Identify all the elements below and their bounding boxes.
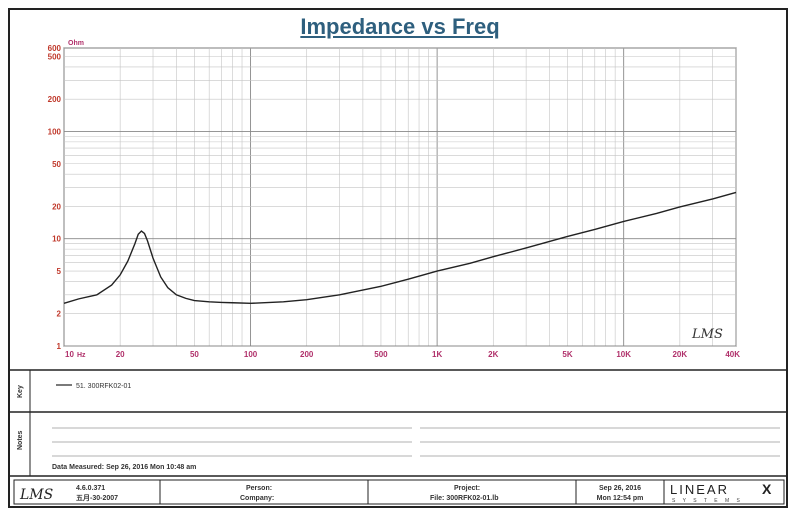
x-tick-label: 40K	[725, 350, 740, 359]
report-frame	[8, 8, 788, 508]
x-tick-label: 200	[300, 350, 314, 359]
watermark-logo: LMS	[691, 327, 723, 342]
x-axis-ticks: 10 20 50 100 200 500 1K 2K 5K 10K 20K 40K	[65, 350, 740, 359]
data-measured-text: Data Measured: Sep 26, 2016 Mon 10:48 am	[52, 464, 196, 471]
x-tick-label: 5K	[562, 350, 572, 359]
plot-area	[63, 47, 737, 347]
x-tick-label: 500	[374, 350, 388, 359]
y-tick-label: 2	[57, 310, 62, 319]
y-tick-label: 200	[48, 95, 62, 104]
x-tick-label: 50	[190, 350, 199, 359]
x-axis-unit: Hz	[77, 352, 86, 359]
footer-version: 4.6.0.371	[76, 485, 105, 492]
footer-brand: LINEAR	[670, 482, 729, 497]
footer-lms-logo: LMS	[19, 487, 53, 503]
x-tick-label: 10	[65, 350, 74, 359]
x-tick-label: 20K	[672, 350, 687, 359]
footer-build-date: 五月-30-2007	[76, 494, 118, 502]
footer-brand-sub: S Y S T E M S	[672, 498, 743, 504]
x-tick-label: 100	[244, 350, 258, 359]
x-tick-label: 20	[116, 350, 125, 359]
footer-date: Sep 26, 2016	[599, 485, 641, 492]
y-tick-label: 5	[57, 267, 62, 276]
impedance-curve	[63, 191, 737, 305]
footer-project-label: Project:	[454, 485, 480, 492]
y-tick-label: 1	[57, 342, 62, 351]
notes-panel-label: Notes	[17, 430, 24, 450]
footer-person-label: Person:	[246, 485, 272, 492]
footer-brand-cell	[663, 479, 785, 505]
y-tick-label: 600	[48, 44, 62, 53]
footer-brand-x: X	[762, 481, 772, 497]
footer-time: Mon 12:54 pm	[597, 495, 644, 502]
y-axis-unit: Ohm	[68, 40, 84, 47]
y-tick-label: 500	[48, 52, 62, 61]
y-tick-label: 20	[52, 202, 61, 211]
x-tick-label: 10K	[616, 350, 631, 359]
x-tick-label: 1K	[432, 350, 442, 359]
legend-entry: 51. 300RFK02-01	[76, 383, 131, 390]
notes-lines	[52, 427, 780, 457]
chart-grid	[63, 47, 737, 347]
footer-company-label: Company:	[240, 495, 274, 502]
y-tick-label: 50	[52, 160, 61, 169]
footer-file-label: File: 300RFK02-01.lb	[430, 495, 498, 502]
key-panel-label: Key	[17, 385, 24, 398]
y-tick-label: 100	[48, 127, 62, 136]
chart-title: Impedance vs Freq	[300, 14, 500, 39]
y-tick-label: 10	[52, 235, 61, 244]
x-tick-label: 2K	[488, 350, 498, 359]
